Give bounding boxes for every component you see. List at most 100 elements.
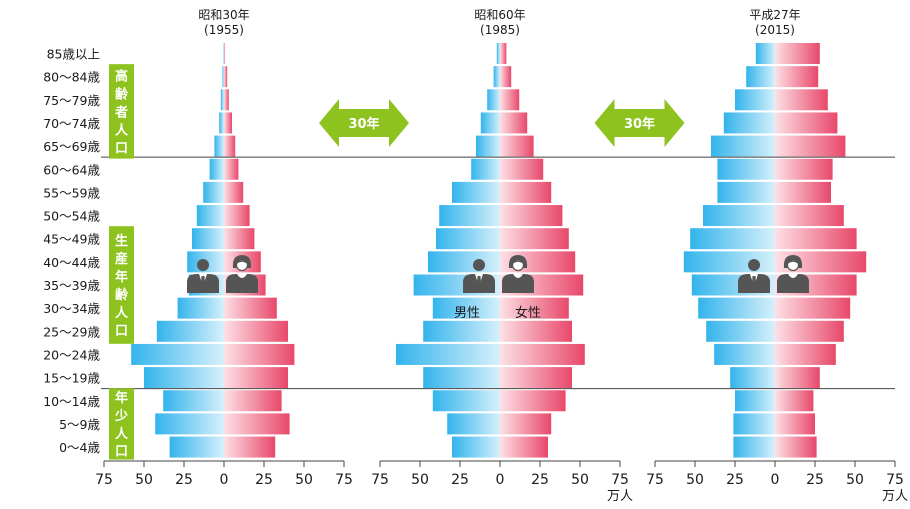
female-bar (775, 343, 836, 365)
category-box: 生産年齢人口 (109, 226, 134, 344)
female-bar (500, 343, 585, 365)
female-bar (500, 413, 552, 435)
male-bar (723, 112, 775, 134)
male-bar (432, 297, 500, 319)
male-bar (428, 251, 500, 273)
x-tick-label: 75 (886, 472, 904, 488)
pyramid-panel-3 (683, 43, 867, 458)
pyramid-panel-1 (131, 43, 295, 458)
age-group-label: 45〜49歳 (43, 232, 100, 247)
female-bar (224, 367, 288, 389)
x-unit-label: 万人 (607, 489, 633, 504)
male-bar (733, 436, 775, 458)
age-group-label: 60〜64歳 (43, 162, 100, 177)
male-bar (711, 135, 775, 157)
female-bar (500, 158, 544, 180)
female-bar (500, 320, 572, 342)
female-bar (775, 297, 851, 319)
female-bar (500, 297, 569, 319)
female-bar (500, 181, 552, 203)
age-group-label: 20〜24歳 (43, 347, 100, 362)
male-bar (163, 390, 224, 412)
age-group-label: 10〜14歳 (43, 394, 100, 409)
separator-lines-layer (101, 156, 895, 390)
male-bar (131, 343, 224, 365)
x-tick-label: 50 (135, 472, 153, 488)
female-bar (775, 66, 819, 88)
female-bar (224, 390, 282, 412)
male-bar (487, 89, 500, 111)
male-bar (220, 89, 224, 111)
female-bar (500, 112, 528, 134)
double-arrow-icon (594, 99, 685, 147)
male-bar (706, 320, 775, 342)
male-bar (496, 43, 500, 64)
x-unit-label: 万人 (882, 489, 908, 504)
x-tick-label: 75 (371, 472, 389, 488)
male-bar (452, 181, 500, 203)
male-bar (735, 390, 775, 412)
male-bar (755, 43, 775, 64)
age-group-label: 50〜54歳 (43, 209, 100, 224)
female-bar (500, 436, 548, 458)
female-bar (224, 297, 277, 319)
category-box-bg (109, 388, 134, 460)
category-label: 高齢者人口 (114, 68, 129, 156)
male-bar (480, 112, 500, 134)
x-tick-label: 0 (496, 472, 505, 488)
female-bar (224, 158, 239, 180)
female-bar (775, 320, 844, 342)
male-bar (439, 205, 500, 227)
time-span-label: 30年 (348, 116, 379, 132)
age-group-label: 5〜9歳 (59, 417, 100, 432)
category-box-bg (109, 64, 134, 159)
female-bar (775, 205, 844, 227)
male-bar (735, 89, 775, 111)
male-bar (203, 181, 224, 203)
age-group-label: 70〜74歳 (43, 116, 100, 131)
icons-layer (187, 255, 809, 293)
panel-year-label: (1955) (204, 23, 244, 37)
male-bar (683, 251, 775, 273)
panel-era-label: 昭和30年 (198, 8, 249, 22)
male-person-icon (187, 259, 219, 293)
female-person-icon (502, 255, 534, 293)
female-bar (224, 89, 229, 111)
female-bar (775, 43, 820, 64)
female-bar (224, 228, 255, 250)
male-bar (169, 436, 224, 458)
panel-year-label: (2015) (755, 23, 795, 37)
x-tick-label: 75 (611, 472, 629, 488)
male-bar (144, 367, 224, 389)
female-bar (500, 367, 572, 389)
male-bar (714, 343, 775, 365)
age-group-label: 40〜44歳 (43, 255, 100, 270)
time-span-label: 30年 (624, 116, 655, 132)
female-bar (775, 390, 814, 412)
male-bar (690, 228, 775, 250)
female-bar (500, 89, 520, 111)
age-group-label: 25〜29歳 (43, 324, 100, 339)
age-group-label: 15〜19歳 (43, 371, 100, 386)
male-bar (396, 343, 500, 365)
male-bar (177, 297, 224, 319)
male-bar (156, 320, 224, 342)
age-group-label: 75〜79歳 (43, 93, 100, 108)
male-bar (192, 228, 224, 250)
female-person-icon (777, 255, 809, 293)
panel-era-label: 昭和60年 (474, 8, 525, 22)
female-bar (224, 205, 250, 227)
male-bar (730, 367, 775, 389)
male-bar (436, 228, 500, 250)
male-bar (155, 413, 224, 435)
x-tick-label: 25 (255, 472, 273, 488)
female-bar (224, 343, 295, 365)
male-bar (209, 158, 224, 180)
male-bar (447, 413, 500, 435)
female-bar (500, 66, 512, 88)
female-bar (224, 66, 228, 88)
x-tick-label: 50 (571, 472, 589, 488)
age-group-label: 85歳以上 (47, 47, 100, 62)
x-tick-label: 25 (451, 472, 469, 488)
